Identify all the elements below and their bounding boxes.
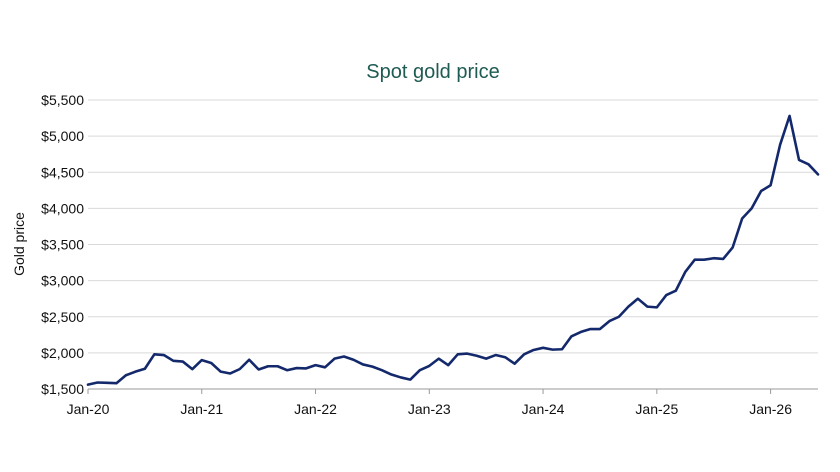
x-tick-label: Jan-21 [180, 401, 223, 417]
x-tick-label: Jan-23 [408, 401, 451, 417]
x-tick-label: Jan-26 [749, 401, 792, 417]
y-tick-label: $4,500 [41, 164, 84, 180]
chart-title: Spot gold price [366, 61, 499, 83]
y-tick-label: $5,000 [41, 128, 84, 144]
y-axis-label: Gold price [11, 212, 27, 276]
x-tick-label: Jan-22 [294, 401, 337, 417]
x-tick-label: Jan-25 [635, 401, 678, 417]
x-axis-ticks: Jan-20 Jan-21 Jan-22 Jan-23 Jan-24 Jan-25 Jan-… [67, 389, 792, 417]
y-tick-label: $2,500 [41, 309, 84, 325]
y-axis-ticks: $1,500 $2,000 $2,500 $3,000 $3,500 $4,000 $4,5… [41, 92, 84, 397]
gold-price-line [86, 114, 820, 386]
y-tick-label: $3,000 [41, 273, 84, 289]
y-tick-label: $5,500 [41, 92, 84, 108]
x-tick-label: Jan-24 [522, 401, 565, 417]
gridlines [88, 99, 818, 390]
y-tick-label: $3,500 [41, 237, 84, 253]
y-tick-label: $2,000 [41, 345, 84, 361]
y-tick-label: $1,500 [41, 381, 84, 397]
x-tick-label: Jan-20 [67, 401, 110, 417]
y-tick-label: $4,000 [41, 200, 84, 216]
